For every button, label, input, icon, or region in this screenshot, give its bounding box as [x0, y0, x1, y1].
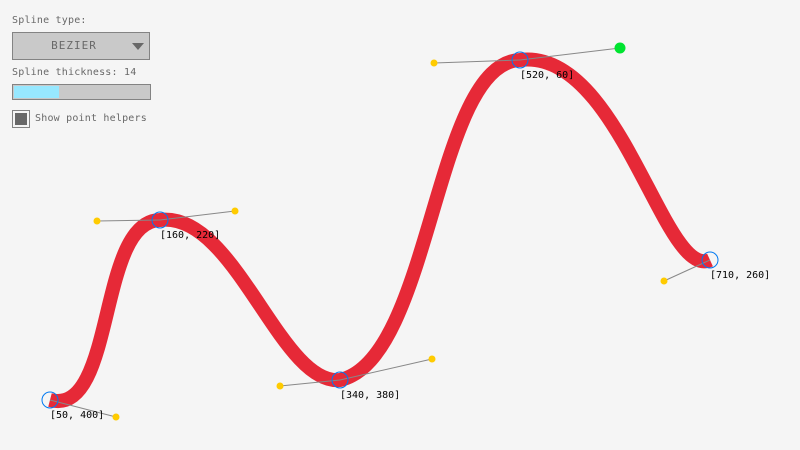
point-label: [520, 60]: [520, 70, 574, 81]
control-handle[interactable]: [93, 217, 101, 225]
spline-type-dropdown[interactable]: BEZIER: [12, 32, 150, 60]
control-handle[interactable]: [430, 59, 438, 67]
control-handle[interactable]: [428, 355, 436, 363]
handle-line: [159, 210, 236, 221]
point-label: [710, 260]: [710, 270, 770, 281]
chevron-down-icon: [132, 43, 144, 50]
control-handle[interactable]: [660, 277, 668, 285]
spline-point[interactable]: [701, 251, 719, 269]
spline-type-value: BEZIER: [51, 39, 97, 52]
point-label: [340, 380]: [340, 390, 400, 401]
control-handle[interactable]: [112, 413, 120, 421]
thickness-slider[interactable]: [12, 84, 151, 100]
spline-type-label: Spline type:: [12, 15, 87, 26]
control-handle[interactable]: [614, 42, 626, 54]
spline-point[interactable]: [331, 371, 349, 389]
show-helpers-label: Show point helpers: [35, 113, 147, 124]
control-handle[interactable]: [231, 207, 239, 215]
point-label: [50, 400]: [50, 410, 104, 421]
handle-line: [49, 399, 117, 418]
control-handle[interactable]: [276, 382, 284, 390]
handle-line: [279, 379, 341, 387]
spline-point[interactable]: [151, 211, 169, 229]
checkbox-check: [15, 113, 27, 125]
thickness-label: Spline thickness: 14: [12, 67, 137, 78]
handle-line: [339, 358, 433, 381]
spline-curve: [48, 52, 713, 408]
point-label: [160, 220]: [160, 230, 220, 241]
show-helpers-checkbox[interactable]: [12, 110, 30, 128]
handle-line: [519, 47, 621, 61]
handle-line: [96, 219, 161, 222]
handle-line: [433, 59, 521, 64]
handle-line: [663, 259, 711, 282]
spline-point[interactable]: [41, 391, 59, 409]
slider-fill: [14, 86, 59, 98]
spline-point[interactable]: [511, 51, 529, 69]
